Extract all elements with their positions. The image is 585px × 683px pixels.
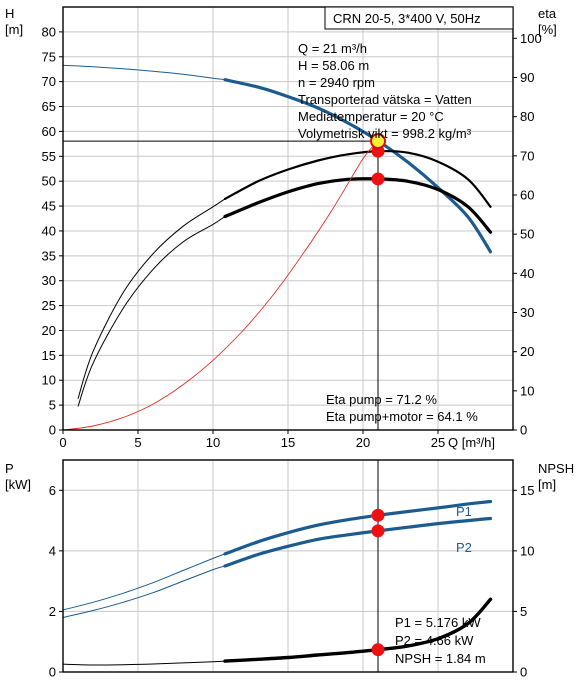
y-left-tick-label: 0 — [49, 665, 56, 680]
y-right-tick-label: 0 — [520, 423, 527, 438]
p1-curve — [223, 499, 493, 556]
eta-pump-curve — [223, 149, 492, 208]
x-tick-label: 15 — [281, 435, 295, 450]
info-density: Volymetrisk vikt = 998.2 kg/m³ — [298, 126, 472, 141]
y-right-unit-bottom: [m] — [538, 477, 556, 492]
y-left-tick-label: 75 — [42, 49, 56, 64]
system-curve — [62, 140, 379, 431]
y-left-tick-label: 55 — [42, 149, 56, 164]
p2-curve — [223, 516, 493, 568]
y-left-tick-label: 4 — [49, 543, 56, 558]
y-right-tick-label: 0 — [520, 665, 527, 680]
p2-curve-label: P2 — [456, 540, 472, 555]
title-box — [324, 6, 514, 30]
y-left-tick-label: 0 — [49, 423, 56, 438]
bottom-curves — [62, 460, 493, 672]
y-left-unit-bottom: [kW] — [5, 477, 31, 492]
y-right-tick-label: 30 — [520, 305, 534, 320]
head-curve-extension — [62, 64, 226, 81]
info-n: n = 2940 rpm — [298, 75, 375, 90]
info-eta-pump-motor: Eta pump+motor = 64.1 % — [326, 409, 478, 424]
info-fluid: Transporterad vätska = Vatten — [298, 92, 472, 107]
p1-curve-label: P1 — [456, 504, 472, 519]
x-tick-label: 10 — [206, 435, 220, 450]
p2-curve-thin — [62, 565, 226, 618]
chart-title: CRN 20-5, 3*400 V, 50Hz — [333, 11, 481, 26]
head-curve — [223, 78, 493, 254]
y-left-tick-label: 65 — [42, 99, 56, 114]
eta-pump-motor-curve-thin — [77, 216, 226, 407]
top-tick-labels: 0510152025303540455055606570758001020304… — [42, 24, 542, 450]
x-tick-label: 25 — [431, 435, 445, 450]
y-left-tick-label: 25 — [42, 298, 56, 313]
y-right-tick-label: 10 — [520, 543, 534, 558]
info-h: H = 58.06 m — [298, 58, 369, 73]
y-right-tick-label: 20 — [520, 344, 534, 359]
eta-pump-curve-thin — [77, 198, 226, 399]
y-left-tick-label: 60 — [42, 124, 56, 139]
y-right-tick-label: 90 — [520, 70, 534, 85]
x-tick-label: 5 — [134, 435, 141, 450]
bottom-grid — [63, 460, 513, 672]
info-p2: P2 = 4.66 kW — [395, 633, 474, 648]
power-marker — [371, 508, 385, 522]
y-left-tick-label: 2 — [49, 604, 56, 619]
x-tick-label: 20 — [356, 435, 370, 450]
top-curves — [62, 64, 493, 431]
npsh-curve-thin — [62, 660, 226, 666]
y-left-label-top: H — [5, 6, 14, 21]
y-left-unit-top: [m] — [5, 22, 23, 37]
y-right-tick-label: 80 — [520, 109, 534, 124]
x-axis-label: Q [m³/h] — [448, 435, 495, 450]
power-info: P1 = 5.176 kW P2 = 4.66 kW NPSH = 1.84 m — [395, 615, 486, 666]
x-tick-label: 0 — [59, 435, 66, 450]
info-q: Q = 21 m³/h — [298, 41, 367, 56]
y-right-tick-label: 15 — [520, 483, 534, 498]
y-right-tick-label: 40 — [520, 266, 534, 281]
y-left-tick-label: 10 — [42, 373, 56, 388]
eta-pump-motor-curve — [223, 177, 493, 234]
y-right-label-top: eta — [538, 6, 557, 21]
top-grid — [63, 7, 513, 430]
npsh-curve — [223, 597, 493, 663]
duty-point-marker — [370, 133, 386, 150]
top-markers — [370, 133, 386, 186]
y-right-tick-label: 5 — [520, 604, 527, 619]
y-right-tick-label: 50 — [520, 227, 534, 242]
top-plot-frame — [62, 6, 514, 431]
bottom-tick-labels: 0 2 4 6 0 5 10 15 — [49, 483, 535, 680]
y-right-label-bottom: NPSH — [538, 461, 574, 476]
y-left-tick-label: 5 — [49, 398, 56, 413]
y-left-tick-label: 50 — [42, 174, 56, 189]
y-left-tick-label: 6 — [49, 483, 56, 498]
info-p1: P1 = 5.176 kW — [395, 615, 481, 630]
y-left-tick-label: 15 — [42, 348, 56, 363]
y-left-label-bottom: P — [5, 461, 14, 476]
y-right-tick-label: 70 — [520, 148, 534, 163]
eta-marker — [371, 172, 385, 186]
y-left-tick-label: 30 — [42, 273, 56, 288]
y-left-tick-label: 80 — [42, 24, 56, 39]
y-right-tick-label: 60 — [520, 188, 534, 203]
info-npsh: NPSH = 1.84 m — [395, 651, 486, 666]
bottom-plot-frame — [62, 459, 514, 673]
eta-info: Eta pump = 71.2 % Eta pump+motor = 64.1 … — [326, 392, 478, 424]
y-left-tick-label: 40 — [42, 223, 56, 238]
p1-curve-thin — [62, 553, 226, 611]
y-right-tick-label: 10 — [520, 383, 534, 398]
y-left-tick-label: 20 — [42, 323, 56, 338]
y-left-tick-label: 35 — [42, 248, 56, 263]
bottom-markers — [371, 508, 385, 657]
info-eta-pump: Eta pump = 71.2 % — [326, 392, 437, 407]
y-right-tick-label: 100 — [520, 31, 542, 46]
y-right-unit-top: [%] — [538, 22, 557, 37]
info-temp: Mediatemperatur = 20 °C — [298, 109, 444, 124]
y-left-tick-label: 70 — [42, 74, 56, 89]
power-marker — [371, 643, 385, 657]
y-left-tick-label: 45 — [42, 199, 56, 214]
duty-info: Q = 21 m³/h H = 58.06 m n = 2940 rpm Tra… — [298, 41, 472, 141]
power-marker — [371, 524, 385, 538]
